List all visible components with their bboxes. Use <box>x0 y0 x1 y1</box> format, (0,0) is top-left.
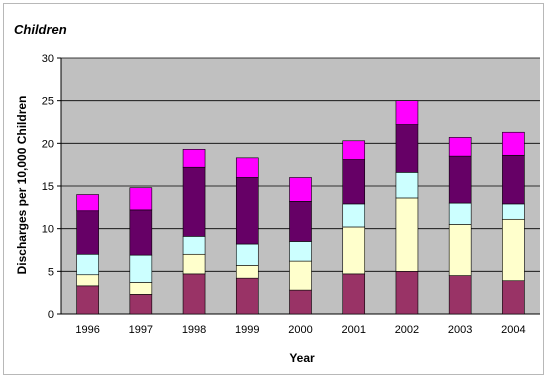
y-axis-label: Discharges per 10,000 Children <box>15 96 29 275</box>
bar-segment <box>448 275 472 315</box>
x-tick-label: 2003 <box>448 324 472 336</box>
bar-segment <box>342 140 366 160</box>
bar-segment <box>235 277 259 315</box>
bar-segment <box>342 159 366 205</box>
y-tick-label: 30 <box>42 53 54 65</box>
y-tick-label: 10 <box>42 224 54 236</box>
bar-segment <box>342 226 366 275</box>
bar-segment <box>182 236 206 255</box>
chart-title: Children <box>14 22 67 37</box>
bar-segment <box>448 137 472 157</box>
bar-segment <box>129 209 153 256</box>
bar-segment <box>342 273 366 315</box>
bar-segment <box>289 177 312 202</box>
bar-segment <box>395 172 419 199</box>
bar-segment <box>235 265 259 279</box>
bar-segment <box>76 285 99 315</box>
bar-segment <box>289 289 312 315</box>
bar-segment <box>182 149 206 168</box>
y-tick-label: 25 <box>42 96 54 108</box>
bar-segment <box>395 100 419 125</box>
bar-segment <box>289 260 312 291</box>
bar-segment <box>76 274 99 287</box>
x-tick-label: 1999 <box>235 324 259 336</box>
bar-segment <box>182 166 206 237</box>
bar-segment <box>235 157 259 178</box>
bar-segment <box>502 280 525 315</box>
x-axis-label: Year <box>289 351 315 365</box>
x-tick-label: 2004 <box>501 324 525 336</box>
bar-segment <box>182 253 206 275</box>
bar-segment <box>502 218 525 282</box>
bar-segment <box>502 131 525 156</box>
y-tick-label: 5 <box>48 266 54 278</box>
bar-segment <box>448 155 472 204</box>
plot-area: 0 5 10 15 20 25 30 1996 1997 1998 1999 2000 2001 2002… <box>42 53 540 336</box>
y-tick-label: 15 <box>42 181 54 193</box>
bar-segment <box>289 201 312 242</box>
bar-segment <box>502 154 525 205</box>
x-tick-label: 1998 <box>182 324 206 336</box>
bar-segment <box>448 224 472 276</box>
bar-segment <box>129 282 153 295</box>
bar-segment <box>182 273 206 315</box>
x-tick-label: 2001 <box>341 324 365 336</box>
bar-segment <box>289 241 312 262</box>
bar-segment <box>395 197 419 272</box>
bar-segment <box>129 254 153 283</box>
x-tick-label: 2002 <box>395 324 419 336</box>
bar-segment <box>129 294 153 315</box>
bar-segment <box>502 203 525 220</box>
bar-segment <box>448 202 472 225</box>
bar-segment <box>395 271 419 315</box>
x-tick-label: 1996 <box>75 324 99 336</box>
bar-segment <box>342 203 366 228</box>
x-tick-label: 1997 <box>129 324 153 336</box>
bar-segment <box>235 177 259 245</box>
y-tick-label: 0 <box>48 309 54 321</box>
bar-segment <box>76 253 99 276</box>
bar-segment <box>76 194 99 212</box>
x-tick-label: 2000 <box>288 324 312 336</box>
bar-segment <box>235 243 259 266</box>
bar-segment <box>76 210 99 255</box>
y-tick-label: 20 <box>42 138 54 150</box>
bar-segment <box>129 187 153 211</box>
bar-segment <box>395 124 419 173</box>
